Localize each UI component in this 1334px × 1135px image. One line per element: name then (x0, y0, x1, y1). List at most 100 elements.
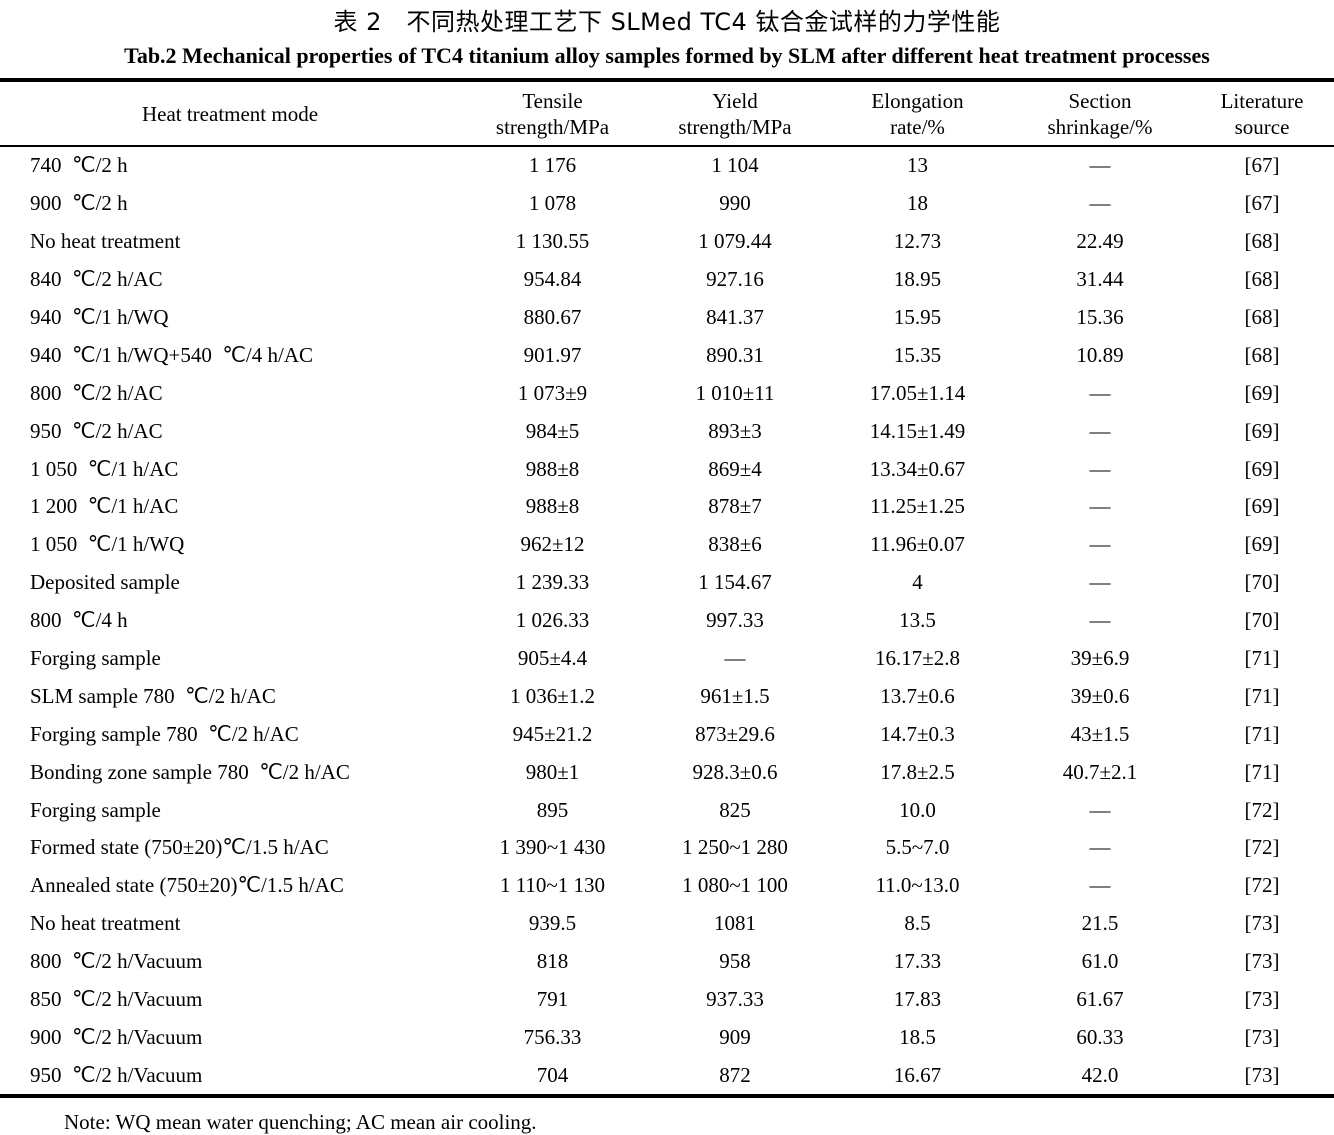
table-row: Formed state (750±20)℃/1.5 h/AC 1 390~1 4… (0, 829, 1334, 867)
col-header-label: Literature (1220, 88, 1304, 113)
table-cell: 1 078 (528, 191, 577, 216)
col-header-label: shrinkage/% (1047, 114, 1153, 139)
col-header-tensile-strength: Tensile strength/MPa (460, 80, 645, 146)
table-cell: 990 (719, 191, 751, 216)
table-cell: 940 ℃/1 h/WQ (30, 305, 169, 329)
table-cell: [72] (1244, 835, 1280, 860)
table-cell: 11.96±0.07 (870, 532, 965, 557)
table-cell: 1 080~1 100 (682, 873, 788, 898)
table-cell: 10.89 (1076, 342, 1124, 367)
table-cell: 895 (536, 797, 569, 822)
col-header-label: strength/MPa (678, 114, 792, 139)
table-cell: 13.5 (899, 608, 936, 633)
table-cell: Forging sample (30, 646, 161, 671)
table-cell: [69] (1244, 456, 1280, 481)
table-cell: [69] (1244, 532, 1280, 557)
table-row: Forging sample 780 ℃/2 h/AC 945±21.2 873±2… (0, 715, 1334, 753)
table-cell: — (1089, 873, 1111, 898)
table-cell: — (1089, 608, 1111, 633)
table-row: 740 ℃/2 h 1 176 1 104 13 — [67] (0, 146, 1334, 185)
table-cell: 18 (907, 191, 928, 216)
table-cell: 60.33 (1076, 1024, 1124, 1049)
col-header-label: strength/MPa (495, 114, 610, 139)
table-cell: 704 (536, 1062, 569, 1087)
table-row: 840 ℃/2 h/AC 954.84 927.16 18.95 31.44 [68] (0, 261, 1334, 299)
table-cell: 1 104 (711, 153, 759, 178)
col-header-label: source (1234, 114, 1290, 139)
table-row: 800 ℃/2 h/Vacuum 818 958 17.33 61.0 [73] (0, 943, 1334, 981)
table-row: Bonding zone sample 780 ℃/2 h/AC 980±1 928… (0, 753, 1334, 791)
table-cell: [71] (1244, 683, 1280, 708)
table-cell: 22.49 (1076, 229, 1124, 254)
table-body: 740 ℃/2 h 1 176 1 104 13 — [67] 900 ℃/2 h 1 078… (0, 146, 1334, 1096)
table-cell: 1 073±9 (517, 380, 588, 405)
table-cell: [67] (1244, 191, 1280, 216)
table-cell: 950 ℃/2 h/AC (30, 418, 163, 443)
table-cell: [71] (1244, 759, 1280, 784)
table-cell: 18.95 (893, 267, 942, 292)
table-cell: [67] (1244, 153, 1280, 178)
table-cell: — (724, 646, 746, 671)
col-header-literature-source: Literature source (1190, 80, 1334, 146)
mechanical-properties-table: Heat treatment mode Tensile strength/MPa… (0, 78, 1334, 1099)
table-cell: 11.0~13.0 (875, 873, 960, 898)
col-header-label: Elongation (871, 88, 964, 113)
table-cell: 869±4 (708, 456, 762, 481)
table-cell: 16.67 (893, 1062, 942, 1087)
table-row: 940 ℃/1 h/WQ 880.67 841.37 15.95 15.36 [68] (0, 299, 1334, 337)
col-header-label: Heat treatment mode (141, 101, 319, 126)
table-cell: 12.73 (893, 229, 942, 254)
table-row: Annealed state (750±20)℃/1.5 h/AC 1 110~1… (0, 867, 1334, 905)
table-cell: 954.84 (523, 267, 582, 292)
table-cell: [70] (1244, 608, 1280, 633)
table-cell: Deposited sample (30, 570, 180, 595)
table-cell: Formed state (750±20)℃/1.5 h/AC (30, 835, 329, 860)
table-row: 800 ℃/2 h/AC 1 073±9 1 010±11 17.05±1.14 — [6… (0, 374, 1334, 412)
table-cell: 890.31 (706, 342, 764, 367)
table-cell: 958 (719, 949, 751, 974)
table-cell: 940 ℃/1 h/WQ+540 ℃/4 h/AC (30, 342, 314, 367)
table-cell: 1 079.44 (698, 229, 772, 254)
table-cell: 818 (536, 949, 569, 974)
table-cell: Bonding zone sample 780 ℃/2 h/AC (30, 759, 350, 784)
table-cell: 15.36 (1076, 305, 1124, 329)
table-cell: 8.5 (904, 911, 931, 936)
table-cell: 756.33 (523, 1024, 582, 1049)
table-row: 800 ℃/4 h 1 026.33 997.33 13.5 — [70] (0, 602, 1334, 640)
table-cell: 962±12 (520, 532, 585, 557)
table-cell: 14.7±0.3 (880, 721, 955, 746)
table-cell: 17.33 (893, 949, 942, 974)
table-cell: [72] (1244, 873, 1280, 898)
table-cell: 841.37 (706, 305, 764, 329)
table-cell: 13 (907, 153, 928, 178)
table-cell: 961±1.5 (700, 683, 770, 708)
table-cell: 791 (536, 987, 569, 1012)
table-row: 850 ℃/2 h/Vacuum 791 937.33 17.83 61.67 [73] (0, 981, 1334, 1019)
table-cell: 17.8±2.5 (880, 759, 955, 784)
table-cell: 1 250~1 280 (682, 835, 788, 860)
table-row: 950 ℃/2 h/Vacuum 704 872 16.67 42.0 [73] (0, 1056, 1334, 1096)
table-row: 950 ℃/2 h/AC 984±5 893±3 14.15±1.49 — [69] (0, 412, 1334, 450)
table-cell: [71] (1244, 646, 1280, 671)
table-cell: 840 ℃/2 h/AC (30, 267, 163, 292)
table-cell: — (1089, 456, 1111, 481)
table-cell: — (1089, 380, 1111, 405)
table-cell: 800 ℃/2 h/AC (30, 380, 163, 405)
table-footnote: Note: WQ mean water quenching; AC mean a… (64, 1110, 537, 1135)
table-row: Deposited sample 1 239.33 1 154.67 4 — [70] (0, 564, 1334, 602)
table-cell: 1 026.33 (515, 608, 590, 633)
table-cell: Forging sample (30, 797, 161, 822)
col-header-label: Yield (712, 88, 758, 113)
table-row: Forging sample 905±4.4 — 16.17±2.8 39±6.9 [71… (0, 640, 1334, 678)
table-cell: [68] (1244, 305, 1280, 329)
table-cell: — (1089, 797, 1111, 822)
table-cell: 1081 (714, 911, 756, 936)
table-cell: 1 110~1 130 (499, 873, 606, 898)
table-cell: 878±7 (708, 494, 762, 519)
table-cell: 997.33 (706, 608, 764, 633)
table-title-english: Tab.2 Mechanical properties of TC4 titan… (124, 43, 1210, 68)
table-cell: 1 010±11 (695, 380, 775, 405)
table-row: SLM sample 780 ℃/2 h/AC 1 036±1.2 961±1.5 1… (0, 677, 1334, 715)
table-cell: [68] (1244, 267, 1280, 292)
